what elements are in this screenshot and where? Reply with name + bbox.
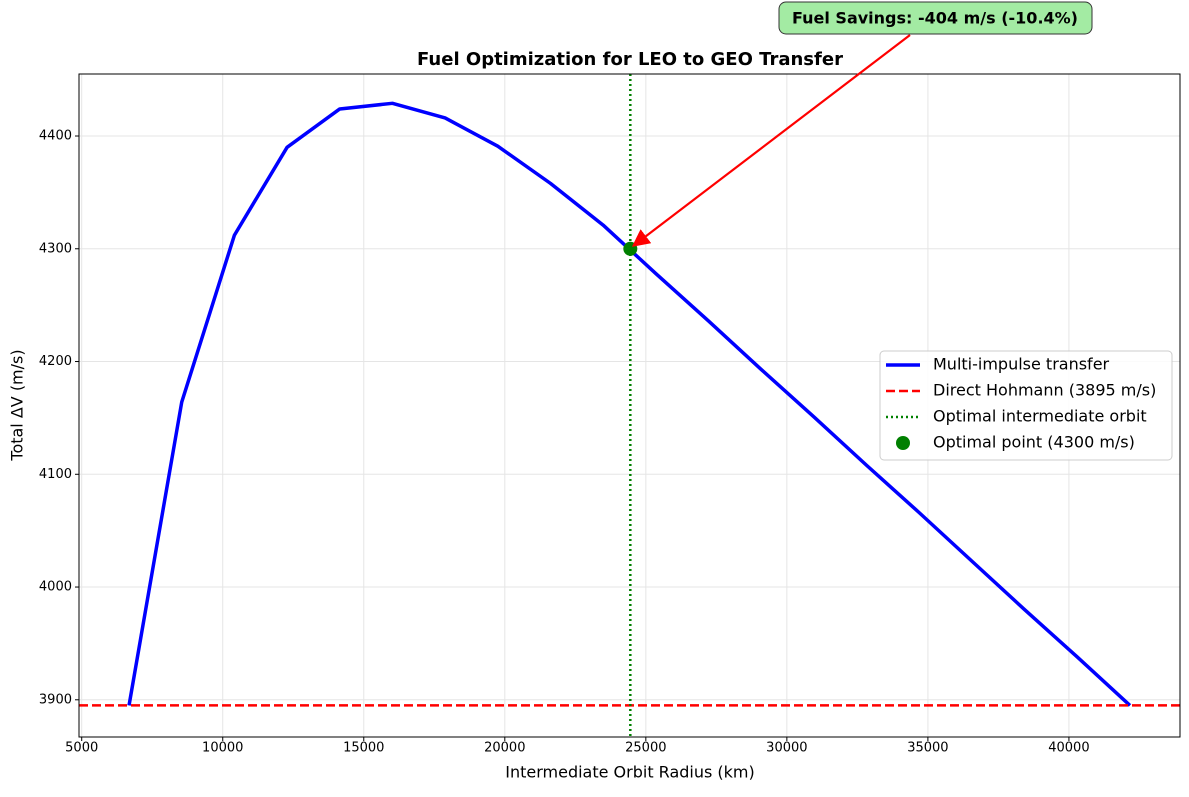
y-tick-label: 4000 xyxy=(39,580,72,595)
x-tick-label: 20000 xyxy=(484,741,525,756)
plot-frame xyxy=(78,73,1181,738)
legend-label: Multi-impulse transfer xyxy=(933,355,1110,374)
y-tick-label: 4100 xyxy=(39,467,72,482)
x-tick-label: 5000 xyxy=(65,741,98,756)
legend-marker xyxy=(896,436,910,450)
legend-label: Direct Hohmann (3895 m/s) xyxy=(933,381,1156,400)
y-tick-label: 4400 xyxy=(39,129,72,144)
x-tick-label: 25000 xyxy=(625,741,666,756)
x-tick-label: 30000 xyxy=(766,741,807,756)
legend-label: Optimal intermediate orbit xyxy=(933,407,1147,426)
annotation-text: Fuel Savings: -404 m/s (-10.4%) xyxy=(792,9,1078,28)
annotation-arrow xyxy=(631,34,911,247)
y-tick-label: 3900 xyxy=(39,692,72,707)
y-axis-label: Total ΔV (m/s) xyxy=(8,349,27,461)
x-tick-label: 15000 xyxy=(343,741,384,756)
x-axis-label: Intermediate Orbit Radius (km) xyxy=(505,763,755,782)
chart-title: Fuel Optimization for LEO to GEO Transfe… xyxy=(417,49,843,70)
legend-box xyxy=(879,350,1173,461)
x-tick-label: 40000 xyxy=(1048,741,1089,756)
legend-label: Optimal point (4300 m/s) xyxy=(933,433,1135,452)
y-tick-label: 4300 xyxy=(39,241,72,256)
x-tick-label: 35000 xyxy=(907,741,948,756)
y-tick-label: 4200 xyxy=(39,354,72,369)
annotation-box xyxy=(778,1,1093,35)
x-tick-label: 10000 xyxy=(202,741,243,756)
